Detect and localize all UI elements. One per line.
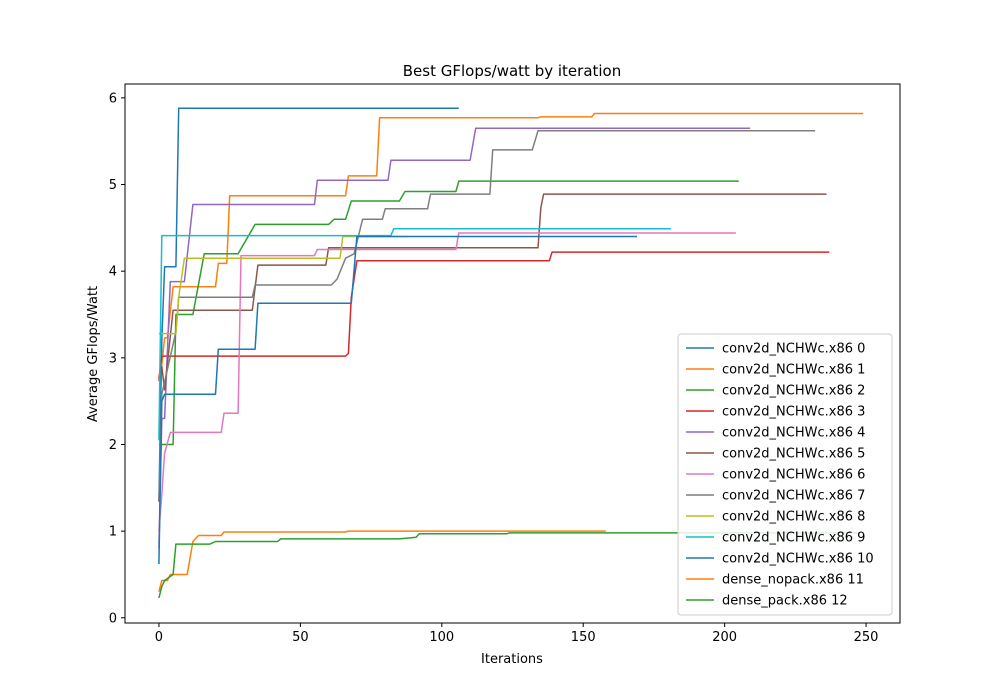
x-tick-label: 150 (571, 630, 596, 645)
legend-label: conv2d_NCHWc.x86 4 (722, 426, 865, 441)
legend-label: conv2d_NCHWc.x86 5 (722, 447, 865, 462)
x-tick-label: 200 (712, 630, 737, 645)
x-axis-title: Iterations (481, 652, 543, 667)
series-line-2 (158, 180, 739, 446)
series-line-8 (158, 235, 408, 335)
legend-label: conv2d_NCHWc.x86 9 (722, 531, 865, 546)
chart-title: Best GFlops/watt by iteration (403, 62, 622, 80)
legend-label: dense_pack.x86 12 (722, 594, 848, 609)
y-tick-label: 0 (109, 611, 117, 626)
y-axis-title: Average GFlops/Watt (86, 286, 101, 422)
y-tick-label: 4 (109, 265, 117, 280)
legend-label: conv2d_NCHWc.x86 3 (722, 405, 865, 420)
legend-label: conv2d_NCHWc.x86 1 (722, 363, 865, 378)
legend-label: conv2d_NCHWc.x86 7 (722, 489, 865, 504)
y-axis: 0 1 2 3 4 5 6 (109, 91, 125, 626)
legend-label: conv2d_NCHWc.x86 0 (722, 342, 865, 357)
x-tick-label: 50 (292, 630, 309, 645)
legend-label: dense_nopack.x86 11 (722, 573, 864, 588)
series-line-11 (158, 530, 606, 592)
series-line-6 (158, 232, 736, 532)
legend-label: conv2d_NCHWc.x86 6 (722, 468, 865, 483)
legend-label: conv2d_NCHWc.x86 10 (722, 552, 874, 567)
x-axis: 0 50 100 150 200 250 (155, 623, 879, 645)
series-line-12 (158, 532, 861, 599)
legend-label: conv2d_NCHWc.x86 2 (722, 384, 865, 399)
series-layer (158, 107, 864, 599)
plot-frame (124, 83, 901, 624)
legend: conv2d_NCHWc.x86 0 conv2d_NCHWc.x86 1 conv… (677, 333, 893, 616)
x-tick-label: 250 (854, 630, 879, 645)
y-tick-label: 1 (109, 525, 117, 540)
x-tick-label: 100 (429, 630, 454, 645)
y-tick-label: 6 (109, 91, 117, 106)
series-line-9 (158, 227, 671, 441)
legend-box (677, 333, 893, 616)
y-tick-label: 2 (109, 438, 117, 453)
legend-label: conv2d_NCHWc.x86 8 (722, 510, 865, 525)
series-line-10 (158, 235, 637, 565)
series-line-4 (158, 127, 751, 549)
y-tick-label: 5 (109, 178, 117, 193)
x-tick-label: 0 (155, 630, 163, 645)
y-tick-label: 3 (109, 351, 117, 366)
series-line-1 (158, 112, 864, 380)
